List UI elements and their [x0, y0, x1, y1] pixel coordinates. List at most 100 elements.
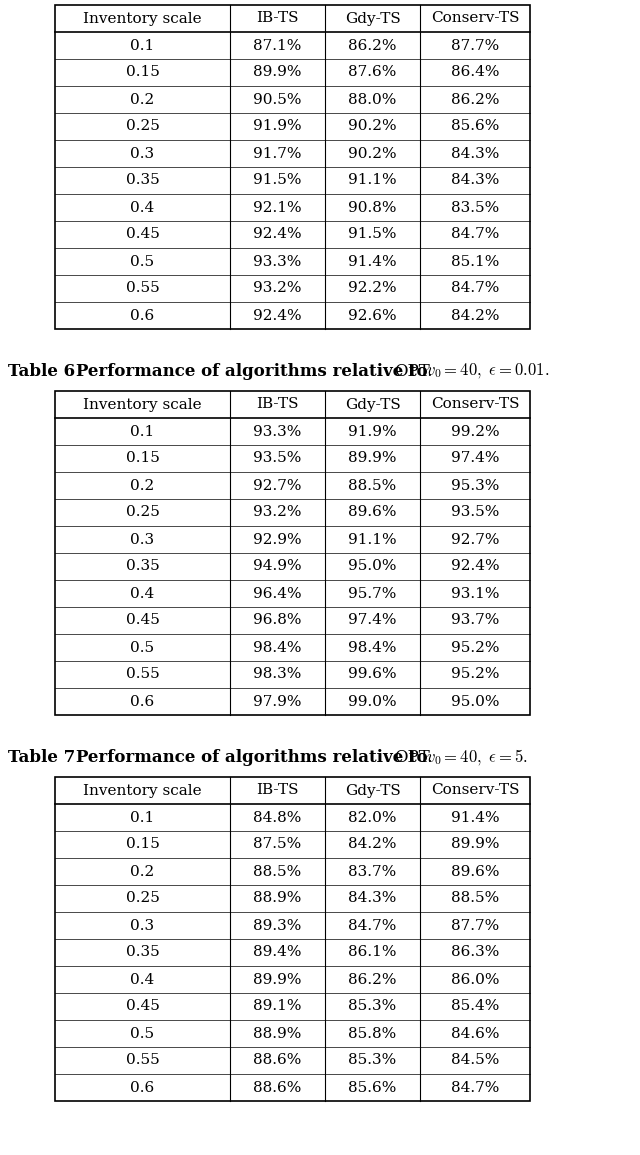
Text: 84.3%: 84.3%: [348, 892, 397, 906]
Text: 88.5%: 88.5%: [451, 892, 499, 906]
Text: 91.4%: 91.4%: [451, 811, 499, 825]
Text: Table 6: Table 6: [8, 363, 75, 380]
Text: 0.3: 0.3: [131, 918, 155, 932]
Text: 91.4%: 91.4%: [348, 254, 397, 268]
Text: 97.4%: 97.4%: [451, 452, 499, 465]
Text: 95.3%: 95.3%: [451, 478, 499, 492]
Text: Inventory scale: Inventory scale: [83, 12, 202, 25]
Text: 88.9%: 88.9%: [253, 1027, 301, 1041]
Text: 0.55: 0.55: [125, 668, 159, 681]
Text: 88.9%: 88.9%: [253, 892, 301, 906]
Text: 0.6: 0.6: [131, 694, 155, 708]
Text: 92.2%: 92.2%: [348, 282, 397, 296]
Text: 95.2%: 95.2%: [451, 641, 499, 655]
Text: 0.35: 0.35: [125, 559, 159, 574]
Text: 95.0%: 95.0%: [451, 694, 499, 708]
Text: 93.7%: 93.7%: [451, 613, 499, 627]
Text: 0.25: 0.25: [125, 506, 159, 520]
Text: $v_0 = 40,\ \epsilon = 0.01.$: $v_0 = 40,\ \epsilon = 0.01.$: [426, 362, 549, 380]
Text: 0.15: 0.15: [125, 66, 159, 80]
Text: 96.4%: 96.4%: [253, 587, 302, 601]
Text: IB-TS: IB-TS: [256, 397, 299, 411]
Text: 91.5%: 91.5%: [253, 173, 301, 187]
Text: 0.4: 0.4: [131, 973, 155, 986]
Text: 89.6%: 89.6%: [451, 864, 499, 879]
Text: 0.25: 0.25: [125, 892, 159, 906]
Text: 89.6%: 89.6%: [348, 506, 397, 520]
Text: 92.7%: 92.7%: [253, 478, 301, 492]
Text: 87.7%: 87.7%: [451, 38, 499, 52]
Text: 86.2%: 86.2%: [348, 38, 397, 52]
Text: 92.6%: 92.6%: [348, 308, 397, 322]
Text: Gdy-TS: Gdy-TS: [344, 12, 401, 25]
Text: Table 7: Table 7: [8, 748, 76, 766]
Text: 89.9%: 89.9%: [253, 66, 301, 80]
Text: 89.9%: 89.9%: [451, 837, 499, 851]
Text: 0.2: 0.2: [131, 92, 155, 106]
Text: 99.6%: 99.6%: [348, 668, 397, 681]
Text: 84.6%: 84.6%: [451, 1027, 499, 1041]
Text: 91.1%: 91.1%: [348, 173, 397, 187]
Text: 0.5: 0.5: [131, 1027, 155, 1041]
Text: 88.5%: 88.5%: [253, 864, 301, 879]
Text: 0.3: 0.3: [131, 532, 155, 546]
Text: 93.2%: 93.2%: [253, 282, 301, 296]
Text: Performance of algorithms relative to: Performance of algorithms relative to: [76, 748, 428, 766]
Text: OPT.: OPT.: [394, 363, 433, 380]
Text: 85.6%: 85.6%: [451, 119, 499, 134]
Text: 0.6: 0.6: [131, 1080, 155, 1095]
Text: 85.4%: 85.4%: [451, 999, 499, 1013]
Text: 0.5: 0.5: [131, 641, 155, 655]
Text: 90.5%: 90.5%: [253, 92, 301, 106]
Text: 84.2%: 84.2%: [451, 308, 499, 322]
Text: 85.3%: 85.3%: [348, 999, 397, 1013]
Text: 92.4%: 92.4%: [253, 228, 302, 241]
Text: 83.7%: 83.7%: [348, 864, 397, 879]
Text: 0.15: 0.15: [125, 837, 159, 851]
Text: 91.7%: 91.7%: [253, 147, 301, 161]
Text: 85.8%: 85.8%: [348, 1027, 397, 1041]
Text: 93.1%: 93.1%: [451, 587, 499, 601]
Text: 84.7%: 84.7%: [451, 282, 499, 296]
Text: 89.4%: 89.4%: [253, 946, 301, 960]
Text: 87.1%: 87.1%: [253, 38, 301, 52]
Text: 86.2%: 86.2%: [348, 973, 397, 986]
Text: 0.1: 0.1: [131, 811, 155, 825]
Text: 93.3%: 93.3%: [253, 254, 301, 268]
Text: Inventory scale: Inventory scale: [83, 783, 202, 797]
Text: 0.1: 0.1: [131, 425, 155, 439]
Text: 84.3%: 84.3%: [451, 147, 499, 161]
Text: 0.2: 0.2: [131, 864, 155, 879]
Text: IB-TS: IB-TS: [256, 783, 299, 797]
Text: 87.5%: 87.5%: [253, 837, 301, 851]
Text: 84.7%: 84.7%: [451, 1080, 499, 1095]
Text: Conserv-TS: Conserv-TS: [431, 12, 519, 25]
Text: 0.4: 0.4: [131, 201, 155, 215]
Bar: [55, 777, 530, 1101]
Text: 88.6%: 88.6%: [253, 1080, 301, 1095]
Text: 84.7%: 84.7%: [348, 918, 397, 932]
Text: Gdy-TS: Gdy-TS: [344, 397, 401, 411]
Text: Inventory scale: Inventory scale: [83, 397, 202, 411]
Text: 0.35: 0.35: [125, 173, 159, 187]
Text: 0.15: 0.15: [125, 452, 159, 465]
Text: 97.9%: 97.9%: [253, 694, 301, 708]
Text: 86.1%: 86.1%: [348, 946, 397, 960]
Text: 94.9%: 94.9%: [253, 559, 302, 574]
Text: 0.5: 0.5: [131, 254, 155, 268]
Text: 84.5%: 84.5%: [451, 1053, 499, 1067]
Text: 87.6%: 87.6%: [348, 66, 397, 80]
Text: 90.2%: 90.2%: [348, 119, 397, 134]
Text: OPT.: OPT.: [394, 748, 433, 766]
Text: 84.7%: 84.7%: [451, 228, 499, 241]
Text: 0.4: 0.4: [131, 587, 155, 601]
Text: 92.9%: 92.9%: [253, 532, 302, 546]
Bar: [55, 5, 530, 329]
Text: 0.6: 0.6: [131, 308, 155, 322]
Text: 91.1%: 91.1%: [348, 532, 397, 546]
Text: 91.5%: 91.5%: [348, 228, 397, 241]
Text: 0.45: 0.45: [125, 999, 159, 1013]
Text: 93.5%: 93.5%: [451, 506, 499, 520]
Text: 84.2%: 84.2%: [348, 837, 397, 851]
Text: 87.7%: 87.7%: [451, 918, 499, 932]
